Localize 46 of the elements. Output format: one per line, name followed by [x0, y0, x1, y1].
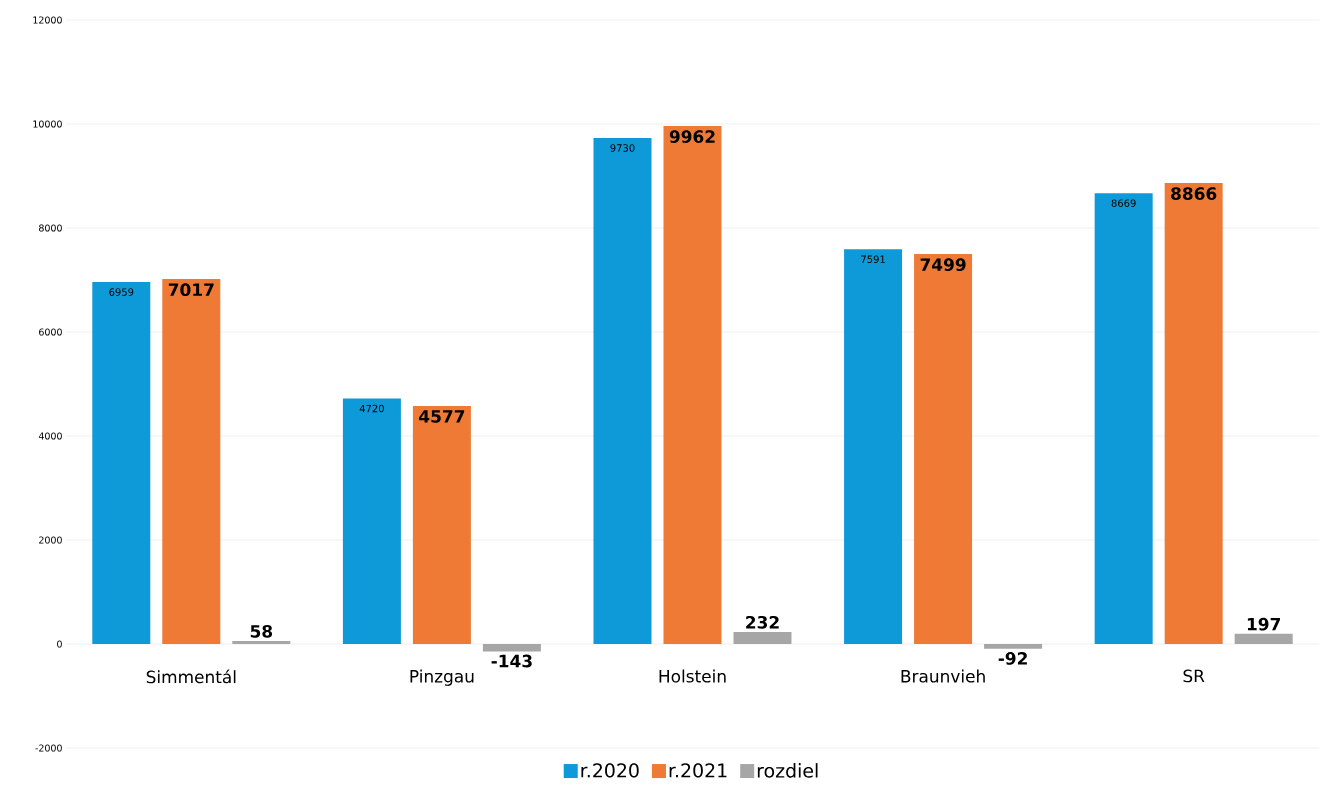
x-tick-label: Simmentál [146, 669, 236, 684]
bar [844, 249, 903, 644]
legend-label: rozdiel [757, 763, 818, 778]
y-tick-label: 2000 [39, 536, 62, 544]
y-tick-label: 10000 [33, 120, 62, 128]
data-label: 4577 [419, 410, 465, 423]
bar [1094, 193, 1153, 644]
bar [1234, 633, 1293, 644]
y-tick-label: 8000 [39, 224, 62, 232]
data-label: 8866 [1171, 187, 1217, 200]
data-label: 8669 [1111, 199, 1136, 207]
bar [984, 644, 1043, 649]
y-tick-label: 6000 [39, 328, 62, 336]
x-tick-label: Pinzgau [410, 669, 474, 686]
x-tick-label: Holstein [659, 669, 726, 683]
bar [92, 282, 151, 644]
data-label: 232 [746, 615, 779, 629]
x-tick-label: SR [1183, 669, 1205, 683]
y-tick-label: 12000 [33, 16, 62, 24]
data-label: 7017 [168, 283, 214, 297]
data-label: 4720 [359, 404, 384, 413]
bar [593, 138, 652, 644]
bar [914, 254, 973, 644]
bar [412, 405, 471, 644]
data-label: 7499 [920, 258, 966, 272]
legend-label: r.2020 [581, 763, 639, 778]
y-tick-label: 4000 [38, 432, 62, 440]
bar [663, 125, 722, 644]
data-label: -92 [998, 651, 1027, 665]
legend-label: r.2021 [669, 763, 727, 778]
bar [162, 279, 221, 644]
data-label: 7591 [861, 255, 885, 263]
data-label: 197 [1247, 617, 1281, 631]
x-tick-label: Braunvieh [901, 669, 985, 683]
data-label: -143 [491, 654, 532, 668]
bar [1164, 182, 1223, 644]
bar [733, 631, 792, 644]
y-tick-label: 0 [57, 640, 62, 648]
y-tick-label: -2000 [35, 744, 62, 752]
data-label: 58 [250, 624, 273, 638]
data-label: 6959 [109, 288, 134, 296]
bar [232, 640, 291, 644]
data-label: 9962 [669, 130, 715, 143]
data-label: 9730 [610, 144, 635, 152]
bar [482, 644, 541, 652]
bar [342, 398, 401, 644]
